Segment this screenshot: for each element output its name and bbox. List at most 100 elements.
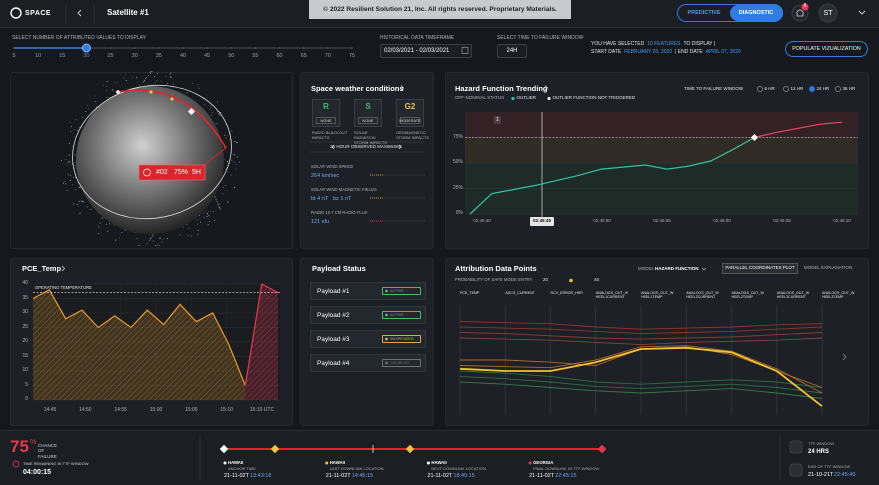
mode-button[interactable]: PREDICTIVE [687,10,721,16]
metric-label: SOLAR WIND MAGNETIC FIELDS [311,187,377,192]
slider-tick-label: 75 [348,53,356,59]
column-header: ANALOGS_OUT_W HEEL3CURRENT [776,291,810,300]
ttf-select[interactable] [497,44,527,58]
end-label: END OF TTF WINDOW [808,464,851,469]
ttf-value[interactable]: 24H [506,48,518,54]
attribution-panel [445,258,869,426]
summary-text: FEBRUARY 03, 2020 [624,49,673,55]
event-date: 21-11-02T [427,473,453,479]
summary-text: START DATE [591,49,622,55]
x-tick-label: 14:55 [114,407,127,413]
mode-active [730,5,783,21]
radio-label[interactable]: 12 HR [790,85,804,91]
panel-title: PCE_Temp [22,264,62,273]
legend-min: 20 [543,277,549,282]
payload-row [310,306,426,324]
globe-panel [10,72,293,249]
scale-desc: SOLAR RADIATION STORM IMPACTS [354,130,387,145]
model-select[interactable]: HAZARD FUNCTION [655,266,699,271]
slider-tick-label: 30 [131,53,138,59]
logo: SPACE [25,10,52,17]
observed-label: 24 HOUR OBSERVED MAXIMUMS [330,144,402,149]
panel-title: Payload Status [312,264,366,273]
date-input[interactable] [380,44,472,58]
cursor-label-box [530,217,554,226]
event-date: 21-11-02T [325,473,351,479]
summary-line: START DATE FEBRUARY 03, 2020 | END DATE APR… [591,49,744,55]
callout-time: 5H [192,169,201,176]
slider-tick-label: 5 [12,53,16,59]
chance-label: CHANCE OF FAILURE [38,443,58,459]
scale-level: MODERATE [399,118,421,123]
legend-title: PROBABILITY OF SAFE MODE ENTRY [455,277,533,282]
slider-tick-label: 20 [83,53,90,59]
satellite-name: Satellite #1 [107,8,149,17]
x-tick-label: 15:00 [149,407,163,413]
payload-name: Payload #1 [317,287,350,295]
x-tick-label: 02:45:40 [473,218,491,223]
mode-button[interactable]: DIAGNOSTIC [738,10,774,16]
column-header: ANALOGS_OUT_W HEEL1TEMP [641,291,674,300]
radio-label[interactable]: 36 HR [842,85,856,91]
y-tick-label: 0% [455,210,463,216]
payload-row [310,282,426,300]
date-value[interactable]: 02/03/2021 - 02/03/2021 [384,48,450,54]
metric-value: bt 4 nT [311,196,329,202]
y-tick-label: 75% [452,133,463,140]
slider-tick-label: 45 [204,53,211,59]
summary-line: YOU HAVE SELECTED 10 FEATURES TO DISPLAY | [591,41,718,47]
x-tick-label: 02:46:10 [833,218,851,223]
slider-tick-label: 50 [228,53,235,59]
event-date: 21-11-02T [224,473,249,479]
y-tick-label: 15 [22,352,28,359]
summary-text: 10 FEATURES [647,41,681,47]
event-place: GEORGIA [533,459,554,465]
populate-button[interactable] [785,41,868,57]
marker-box [494,116,501,124]
metric-value: 264 km/sec [311,173,340,179]
x-tick-label: 15:10 UTC [249,407,275,413]
legend-title: OFF-NOMINAL STATUS [455,95,505,100]
callout-percent: 75% [174,169,189,176]
end-date: 21-10-21T [808,471,834,478]
x-tick-label: 15:05 [185,407,198,413]
column-header: ANALOGS_OUT_W HEEL2CURRENT [686,291,719,300]
populate-button-label[interactable]: POPULATE VIZUALIZATION [792,45,861,52]
event-place: HAWAII [329,459,345,465]
remaining-value: 04:00:15 [23,469,52,476]
event-time: 13:43:18 [250,473,272,479]
legend-max: 45 [594,277,600,282]
tab[interactable]: MODEL EXPLANATION [803,265,853,270]
event-desc: LAST DOWNLINK LOCATION [329,465,384,471]
metric-value: 121 sfu [311,219,330,225]
tab[interactable]: PARALLEL COORDINATES PLOT [725,265,795,270]
scale-level: NONE [320,118,332,123]
remaining-label: TIME REMAINING IN TTF WINDOW [23,461,89,466]
pce-panel [10,258,293,426]
payload-row [310,354,426,372]
column-header: ANALOGS_OUT_W HEEL1CURRENT [595,291,629,300]
metric-value: bz 1 nT [333,196,352,202]
summary-text: YOU HAVE SELECTED [591,41,645,47]
end-time: 22:45:40 [834,471,856,478]
event-desc: FINAL DOWNLINK IN TTF WINDOW [533,465,600,471]
event-place: HAWAII [431,459,447,465]
threshold-label: OPERATING TEMPERATURE [35,285,92,291]
chance-value: 75 [10,437,29,456]
x-tick-label: 02:46:05 [773,218,791,223]
scale-level-box [400,117,420,124]
radio-label[interactable]: 24 HR [816,85,830,91]
radio-label[interactable]: 6 HR [764,85,775,91]
x-tick-label: 02:45:45 [532,218,552,223]
scale-desc: GEOMAGNETIC STORM IMPACTS [396,130,429,140]
marker-label: 1 [496,116,499,123]
copyright-banner: © 2022 Resilient Solution 21, Inc. All r… [309,0,571,19]
x-tick-label: 02:45:50 [593,218,611,223]
status-pill [382,335,421,343]
ttf-label: TTF WINDOW [808,441,834,446]
slider-tick-label: 10 [35,53,42,59]
avatar-initials[interactable]: ST [823,9,833,17]
status-pill [382,311,421,319]
payload-name: Payload #3 [317,335,350,343]
